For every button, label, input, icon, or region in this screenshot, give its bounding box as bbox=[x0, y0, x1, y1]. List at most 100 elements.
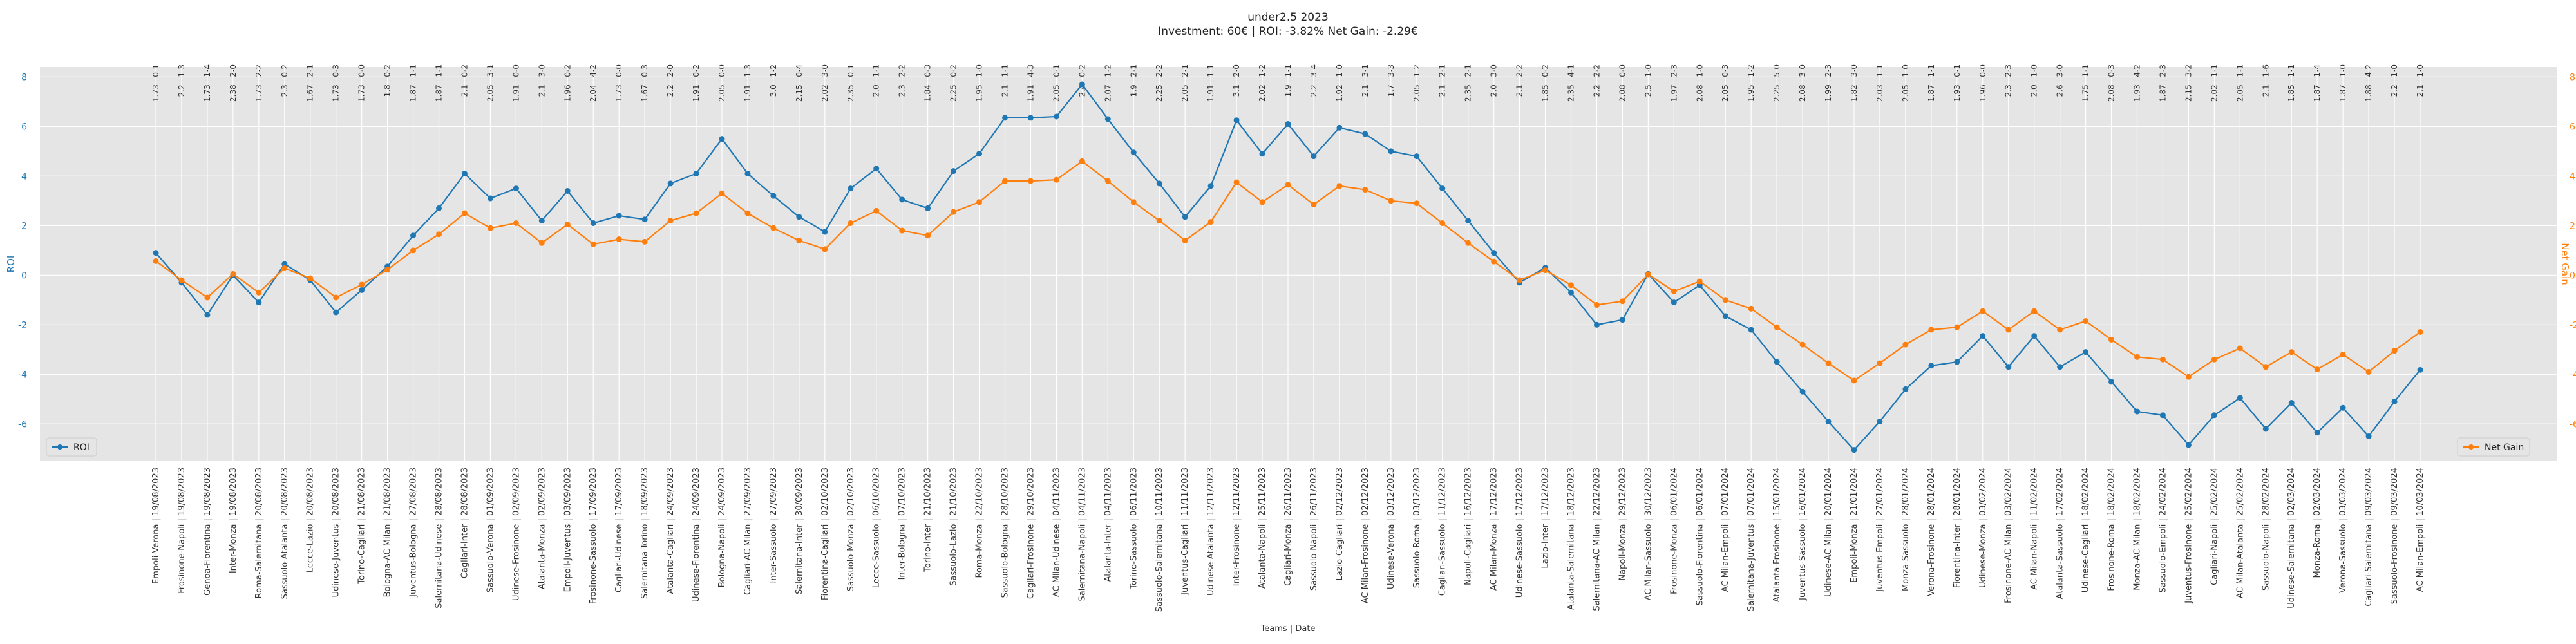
x-tick-label: Lecce-Lazio | 20/08/2023 bbox=[306, 468, 316, 573]
roi-point bbox=[2262, 426, 2269, 432]
roi-point bbox=[1079, 81, 1085, 88]
x-tick-label: Udinese-Juventus | 20/08/2023 bbox=[332, 468, 341, 598]
roi-point bbox=[951, 168, 957, 175]
y-tick-left: 8 bbox=[21, 72, 27, 82]
roi-point bbox=[1825, 418, 1832, 424]
y-axis-left-label: ROI bbox=[5, 256, 17, 273]
y-tick-right: -6 bbox=[2570, 419, 2576, 430]
odds-label: 2.02 | 1-2 bbox=[1258, 64, 1267, 102]
roi-point bbox=[461, 171, 468, 177]
x-tick-label: Juventus-Sassuolo | 16/01/2024 bbox=[1798, 468, 1808, 601]
net-gain-point bbox=[1517, 277, 1523, 283]
odds-label: 2.1 | 1-0 bbox=[2416, 64, 2425, 97]
x-tick-label: AC Milan-Frosinone | 02/12/2023 bbox=[1361, 468, 1370, 603]
net-gain-point bbox=[2417, 328, 2423, 335]
roi-point bbox=[1104, 116, 1111, 122]
x-tick-label: Atalanta-Frosinone | 15/01/2024 bbox=[1772, 468, 1782, 602]
x-tick-label: Udinese-AC Milan | 20/01/2024 bbox=[1824, 468, 1833, 597]
x-tick-label: Sassuolo-Frosinone | 09/03/2024 bbox=[2390, 468, 2400, 604]
x-tick-label: Sassuolo-Fiorentina | 06/01/2024 bbox=[1695, 468, 1705, 605]
net-gain-point bbox=[564, 221, 571, 227]
net-gain-point bbox=[333, 294, 339, 301]
x-tick-label: Empoli-Monza | 21/01/2024 bbox=[1850, 468, 1859, 583]
net-gain-point bbox=[976, 199, 983, 205]
roi-point bbox=[153, 250, 159, 256]
roi-point bbox=[873, 166, 880, 172]
roi-point bbox=[1130, 149, 1137, 156]
roi-point bbox=[281, 261, 288, 267]
x-tick-label: Cagliari-Frosinone | 29/10/2023 bbox=[1026, 468, 1036, 599]
roi-point bbox=[333, 309, 339, 316]
odds-label: 2.05 | 0-0 bbox=[717, 64, 726, 102]
odds-label: 1.96 | 0-0 bbox=[1978, 64, 1987, 102]
net-gain-point bbox=[410, 247, 417, 254]
odds-label: 2.1 | 3-0 bbox=[537, 64, 546, 97]
x-tick-label: Monza-Sassuolo | 28/01/2024 bbox=[1901, 468, 1911, 591]
x-tick-label: Verona-Sassuolo | 03/03/2024 bbox=[2338, 468, 2348, 593]
net-gain-point bbox=[461, 210, 468, 216]
x-tick-label: Sassuolo-Salernitana | 10/11/2023 bbox=[1155, 468, 1164, 612]
roi-point bbox=[1182, 214, 1188, 220]
net-gain-point bbox=[873, 207, 880, 214]
x-tick-label: Udinese-Monza | 03/02/2024 bbox=[1978, 468, 1988, 588]
x-tick-label: Genoa-Fiorentina | 19/08/2023 bbox=[203, 468, 213, 596]
odds-label: 1.97 | 2-3 bbox=[1669, 64, 1678, 102]
roi-point bbox=[256, 299, 262, 306]
odds-label: 1.73 | 0-3 bbox=[332, 64, 341, 102]
net-gain-point bbox=[1928, 327, 1935, 333]
odds-label: 1.87 | 1-0 bbox=[2338, 64, 2347, 102]
odds-label: 2.3 | 0-2 bbox=[280, 64, 289, 97]
x-tick-label: Sassuolo-Roma | 03/12/2023 bbox=[1412, 468, 1422, 588]
x-tick-label: Fiorentina-Inter | 28/01/2024 bbox=[1953, 468, 1962, 588]
net-gain-point bbox=[770, 225, 777, 231]
x-tick-label: Juventus-Empoli | 27/01/2024 bbox=[1875, 468, 1885, 592]
net-gain-point bbox=[307, 275, 314, 281]
net-gain-point bbox=[1002, 178, 1008, 184]
net-gain-point bbox=[1130, 199, 1137, 205]
roi-point bbox=[719, 136, 725, 142]
net-gain-point bbox=[951, 209, 957, 215]
legend-roi-label: ROI bbox=[73, 442, 90, 453]
net-gain-point bbox=[1619, 298, 1625, 305]
net-gain-point bbox=[719, 190, 725, 196]
x-tick-label: Atalanta-Sassuolo | 17/02/2024 bbox=[2056, 468, 2065, 599]
roi-point bbox=[2057, 364, 2063, 370]
net-gain-point bbox=[1902, 341, 1909, 348]
odds-label: 2.05 | 1-2 bbox=[1412, 64, 1421, 102]
odds-label: 2.3 | 2-2 bbox=[898, 64, 907, 97]
net-gain-point bbox=[2031, 308, 2038, 314]
odds-label: 2.25 | 0-2 bbox=[949, 64, 958, 102]
net-gain-point bbox=[1722, 297, 1728, 303]
net-gain-point bbox=[436, 231, 442, 238]
net-gain-point bbox=[1079, 158, 1085, 164]
odds-label: 1.87 | 1-4 bbox=[2313, 64, 2322, 102]
roi-point bbox=[410, 232, 417, 239]
odds-label: 2.05 | 3-1 bbox=[486, 64, 495, 102]
odds-label: 1.85 | 0-2 bbox=[1541, 64, 1550, 102]
net-gain-point bbox=[1336, 183, 1343, 189]
odds-label: 2.04 | 4-2 bbox=[589, 64, 598, 102]
odds-label: 1.84 | 0-3 bbox=[923, 64, 933, 102]
x-tick-label: Salernitana-Napoli | 04/11/2023 bbox=[1077, 468, 1087, 601]
odds-label: 1.73 | 0-0 bbox=[614, 64, 623, 102]
x-tick-label: Monza-Roma | 02/03/2024 bbox=[2313, 468, 2322, 578]
net-gain-point bbox=[1311, 202, 1317, 208]
chart-title-line2: Investment: 60€ | ROI: -3.82% Net Gain: … bbox=[1158, 25, 1418, 38]
odds-label: 1.7 | 3-3 bbox=[1387, 64, 1396, 97]
roi-point bbox=[2159, 412, 2166, 419]
odds-label: 1.75 | 1-1 bbox=[2081, 64, 2090, 102]
x-tick-label: Frosinone-Napoli | 19/08/2023 bbox=[177, 468, 187, 594]
roi-point bbox=[744, 171, 751, 177]
roi-point bbox=[2314, 430, 2320, 436]
net-gain-point bbox=[744, 210, 751, 216]
roi-point bbox=[1465, 218, 1472, 224]
x-tick-label: AC Milan-Empoli | 10/03/2024 bbox=[2416, 468, 2425, 592]
roi-point bbox=[2237, 395, 2243, 401]
roi-point bbox=[1619, 317, 1625, 323]
x-tick-label: Sassuolo-Verona | 01/09/2023 bbox=[486, 468, 495, 592]
y-tick-left: 2 bbox=[21, 221, 27, 231]
odds-labels: 1.73 | 0-1 2.2 | 1-3 1.73 | 1-4 2.38 | 2-0 1… bbox=[151, 64, 2425, 102]
roi-point bbox=[2185, 442, 2192, 448]
roi-point bbox=[1954, 359, 1960, 365]
roi-point bbox=[693, 171, 699, 177]
